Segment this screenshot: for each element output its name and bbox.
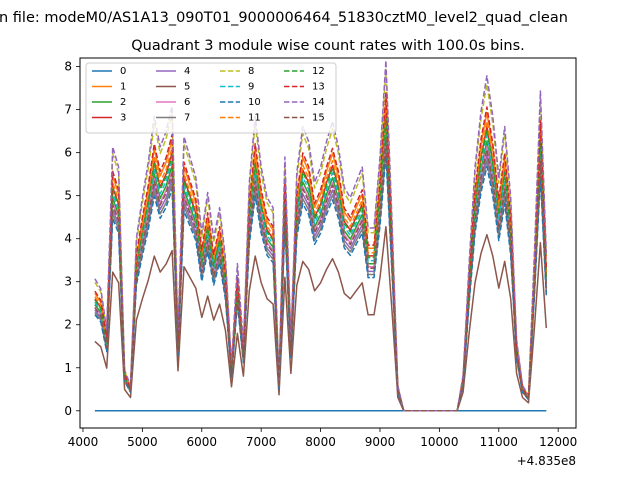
- legend-label-0: 0: [120, 66, 126, 77]
- y-tick-label: 4: [64, 232, 72, 246]
- legend-label-12: 12: [312, 66, 325, 77]
- y-tick-label: 0: [64, 404, 72, 418]
- y-tick-label: 1: [64, 361, 72, 375]
- legend-label-8: 8: [248, 66, 254, 77]
- series-line-15: [94, 136, 548, 412]
- plot-frame: [79, 57, 577, 429]
- plot-lines: [94, 59, 548, 412]
- legend-label-10: 10: [248, 97, 261, 108]
- y-tick-label: 8: [64, 60, 72, 74]
- x-tick-label: 6000: [186, 435, 217, 449]
- legend-label-13: 13: [312, 82, 325, 93]
- x-offset-label: +4.835e8: [517, 454, 576, 468]
- x-axis: 4000 5000 6000 7000 8000 9000 10000 11000 12000: [68, 428, 577, 449]
- y-tick-label: 6: [64, 146, 72, 160]
- x-tick-label: 5000: [127, 435, 158, 449]
- x-tick-label: 8000: [305, 435, 336, 449]
- series-line-13: [94, 92, 548, 412]
- y-tick-label: 5: [64, 189, 72, 203]
- x-tick-label: 10000: [420, 435, 458, 449]
- legend-label-4: 4: [184, 66, 190, 77]
- x-tick-label: 12000: [539, 435, 577, 449]
- figure-suptitle: n file: modeM0/AS1A13_090T01_9000006464_…: [0, 10, 568, 26]
- legend-label-7: 7: [184, 113, 190, 124]
- legend-box: [85, 62, 337, 134]
- y-tick-label: 2: [64, 318, 72, 332]
- legend-label-3: 3: [120, 113, 126, 124]
- legend-label-11: 11: [248, 113, 261, 124]
- x-tick-label: 4000: [68, 435, 99, 449]
- chart-title: Quadrant 3 module wise count rates with …: [131, 38, 525, 54]
- y-tick-label: 3: [64, 275, 72, 289]
- legend-label-2: 2: [120, 97, 126, 108]
- x-tick-label: 11000: [480, 435, 518, 449]
- legend-label-1: 1: [120, 82, 126, 93]
- y-axis: 0 1 2 3 4 5 6 7 8: [64, 60, 80, 418]
- x-tick-label: 9000: [365, 435, 396, 449]
- y-tick-label: 7: [64, 103, 72, 117]
- series-line-12: [94, 116, 548, 412]
- legend-label-6: 6: [184, 97, 190, 108]
- legend-label-15: 15: [312, 113, 325, 124]
- x-tick-label: 7000: [246, 435, 277, 449]
- series-line-5: [94, 225, 548, 412]
- legend-label-5: 5: [184, 82, 190, 93]
- legend-label-14: 14: [312, 97, 325, 108]
- legend-label-9: 9: [248, 82, 254, 93]
